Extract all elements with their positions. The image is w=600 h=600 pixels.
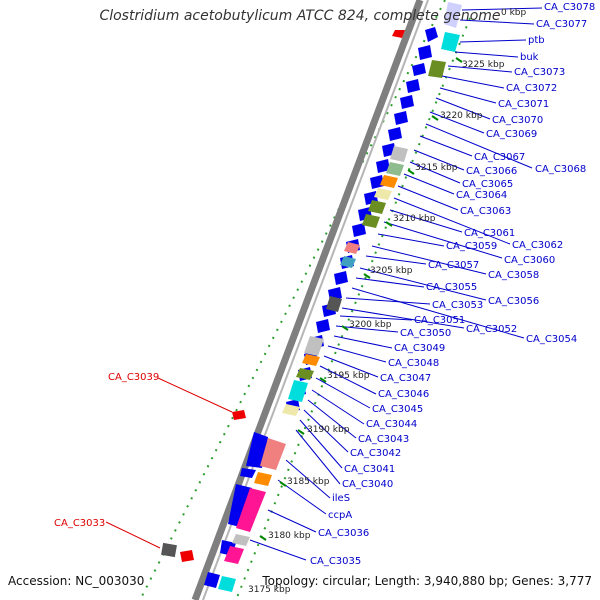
tick-label: 0 kbp [501, 8, 527, 18]
gene-label: CA_C3077 [536, 19, 587, 30]
gene-label: ccpA [328, 510, 352, 521]
tick-label: 3175 kbp [248, 585, 291, 595]
tick-label: 3215 kbp [415, 163, 458, 173]
gene-labels-left: CA_C3039 CA_C3033 [54, 372, 159, 529]
gene-label: CA_C3042 [350, 448, 401, 459]
gene-label: CA_C3061 [464, 228, 515, 239]
gene-label: CA_C3062 [512, 240, 563, 251]
gene-label: CA_C3069 [486, 129, 537, 140]
gene-label: CA_C3056 [488, 296, 539, 307]
gene-label: CA_C3041 [344, 464, 395, 475]
gene-label: CA_C3044 [366, 419, 417, 430]
gene-label: CA_C3048 [388, 358, 439, 369]
gene-label: CA_C3053 [432, 300, 483, 311]
gene-label: CA_C3043 [358, 434, 409, 445]
tick-labels: 0 kbp 3225 kbp 3220 kbp 3215 kbp 3210 kb… [248, 8, 527, 595]
tick-label: 3220 kbp [440, 111, 483, 121]
genome-backbone [191, 0, 424, 600]
tick-label: 3200 kbp [349, 320, 392, 330]
gene-label: CA_C3052 [466, 324, 517, 335]
genome-title: Clostridium acetobutylicum ATCC 824, com… [99, 8, 501, 24]
gene-label: CA_C3058 [488, 270, 539, 281]
gene-label: CA_C3047 [380, 373, 431, 384]
gene-label: CA_C3070 [492, 115, 543, 126]
gene-label: buk [520, 52, 539, 63]
accession-label: Accession: NC_003030 [8, 574, 145, 588]
tick-label: 3195 kbp [327, 371, 370, 381]
gene-label: ptb [528, 35, 545, 46]
inner-dotted-guide [235, 17, 471, 600]
left-label-connectors [105, 377, 233, 549]
outer-dotted-guide [139, 0, 446, 600]
reverse-strand-features [204, 27, 438, 588]
label-connectors [249, 7, 543, 561]
gene-label: CA_C3039 [108, 372, 159, 383]
tick-label: 3205 kbp [370, 266, 413, 276]
gene-label: CA_C3050 [400, 328, 451, 339]
tick-label: 3210 kbp [393, 214, 436, 224]
gene-label: CA_C3049 [394, 343, 445, 354]
gene-label: CA_C3033 [54, 518, 105, 529]
gene-label: CA_C3068 [535, 164, 586, 175]
gene-label: CA_C3055 [426, 282, 477, 293]
gene-label: CA_C3067 [474, 152, 525, 163]
tick-label: 3225 kbp [462, 60, 505, 70]
gene-label: CA_C3054 [526, 334, 577, 345]
gene-labels-right: CA_C3078 CA_C3077 ptb buk CA_C3073 CA_C3… [310, 2, 595, 567]
tick-label: 3180 kbp [268, 531, 311, 541]
gene-label: CA_C3078 [544, 2, 595, 13]
gene-label: CA_C3063 [460, 206, 511, 217]
forward-strand-features [161, 30, 405, 562]
gene-label: CA_C3040 [342, 479, 393, 490]
gene-label: CA_C3060 [504, 255, 555, 266]
gene-label: CA_C3036 [318, 528, 369, 539]
gene-label: ileS [332, 493, 350, 504]
gene-label: CA_C3071 [498, 99, 549, 110]
topology-label: Topology: circular; Length: 3,940,880 bp… [262, 574, 592, 588]
gene-label: CA_C3065 [462, 179, 513, 190]
tick-label: 3190 kbp [307, 425, 350, 435]
tick-label: 3185 kbp [287, 477, 330, 487]
gene-label: CA_C3051 [414, 315, 465, 326]
gene-label: CA_C3064 [456, 190, 507, 201]
gene-label: CA_C3035 [310, 556, 361, 567]
gene-label: CA_C3059 [446, 241, 497, 252]
gene-label: CA_C3073 [514, 67, 565, 78]
tick-marks [259, 57, 463, 541]
gene-label: CA_C3045 [372, 404, 423, 415]
gene-label: CA_C3057 [428, 260, 479, 271]
category-blocks [218, 2, 462, 592]
gene-label: CA_C3066 [466, 166, 517, 177]
gene-label: CA_C3072 [506, 83, 557, 94]
gene-label: CA_C3046 [378, 389, 429, 400]
